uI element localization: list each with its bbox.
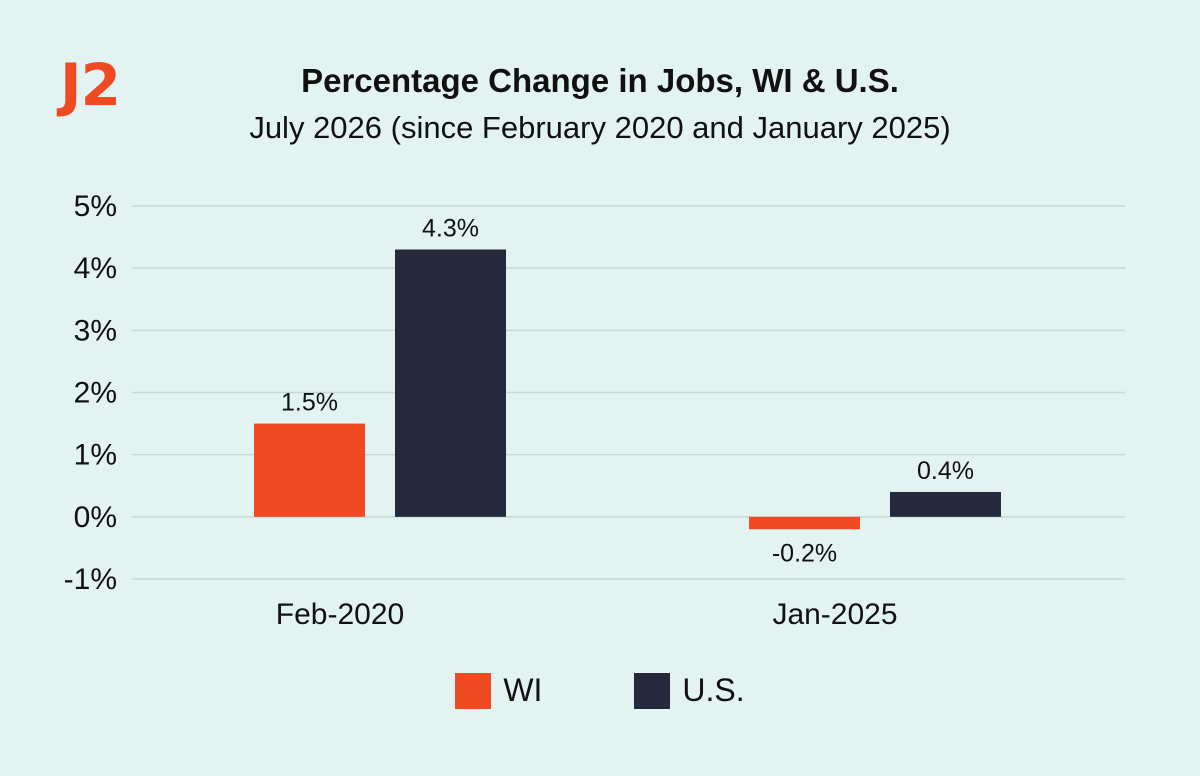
bar-wi-2 bbox=[749, 516, 860, 530]
bar-chart: -1% 0% 1% 2% 3% 4% 5% 1.5% 4.3% -0.2% 0.4% Feb-20… bbox=[64, 190, 1125, 631]
legend-swatch-wi bbox=[455, 672, 492, 709]
chart-subtitle: July 2026 (since February 2020 and Janua… bbox=[249, 110, 951, 145]
data-label-us-1: 4.3% bbox=[422, 215, 479, 243]
legend-item-us: U.S. bbox=[634, 672, 745, 709]
x-axis-ticks: Feb-2020 Jan-2025 bbox=[276, 598, 898, 631]
y-axis-ticks: -1% 0% 1% 2% 3% 4% 5% bbox=[64, 190, 117, 596]
y-tick-label: -1% bbox=[64, 563, 117, 596]
y-tick-label: 2% bbox=[74, 377, 117, 410]
data-label-wi-1: 1.5% bbox=[281, 389, 338, 417]
y-tick-label: 0% bbox=[74, 501, 117, 534]
legend-label-us: U.S. bbox=[682, 672, 745, 708]
chart-title: Percentage Change in Jobs, WI & U.S. bbox=[301, 62, 899, 99]
y-tick-label: 3% bbox=[74, 314, 117, 347]
y-tick-label: 1% bbox=[74, 439, 117, 472]
bars bbox=[254, 249, 1001, 530]
data-label-wi-2: -0.2% bbox=[772, 539, 837, 567]
data-label-us-2: 0.4% bbox=[917, 457, 974, 485]
legend-item-wi: WI bbox=[455, 672, 542, 709]
bar-us-1 bbox=[395, 249, 506, 517]
x-tick-label: Jan-2025 bbox=[772, 598, 897, 631]
legend-label-wi: WI bbox=[503, 672, 543, 708]
badge-label: J2 bbox=[60, 51, 121, 119]
bar-wi-1 bbox=[254, 423, 365, 517]
legend-swatch-us bbox=[634, 672, 671, 709]
legend: WI U.S. bbox=[0, 672, 1200, 709]
y-tick-label: 5% bbox=[74, 190, 117, 223]
x-tick-label: Feb-2020 bbox=[276, 598, 404, 631]
data-labels: 1.5% 4.3% -0.2% 0.4% bbox=[281, 215, 974, 568]
bar-us-2 bbox=[890, 491, 1001, 517]
y-tick-label: 4% bbox=[74, 252, 117, 285]
